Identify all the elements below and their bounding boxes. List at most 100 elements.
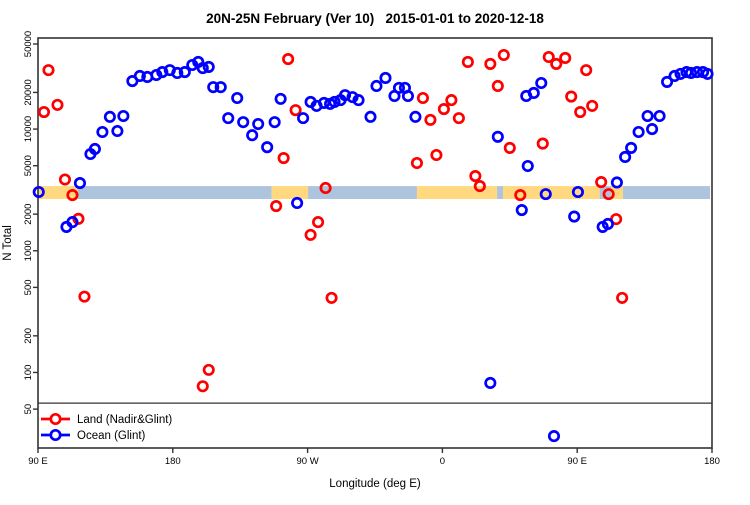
data-point-ocean [133, 69, 146, 83]
data-point-land [270, 200, 283, 213]
y-tick-label: 50 [23, 404, 34, 415]
x-tick-label: 0 [440, 456, 445, 467]
legend-label: Land (Nadir&Glint) [77, 414, 172, 426]
y-tick-label: 500 [23, 279, 34, 295]
data-point-land [289, 104, 302, 117]
data-point-ocean [690, 66, 704, 79]
data-point-ocean [346, 91, 359, 104]
data-point-ocean [568, 210, 581, 223]
data-point-ocean [653, 109, 666, 123]
data-point-land [196, 380, 209, 393]
legend-marker [49, 428, 62, 442]
y-tick-label: 2000 [23, 204, 34, 225]
data-point-land [514, 188, 527, 202]
data-point-ocean [625, 141, 638, 154]
data-point-land [445, 94, 458, 107]
data-point-land [277, 151, 290, 165]
y-tick-label: 1000 [23, 240, 34, 261]
data-point-ocean [521, 159, 534, 173]
data-point-land [282, 53, 295, 66]
data-point-land [536, 137, 549, 150]
y-tick-label: 100 [23, 365, 34, 381]
data-point-land [325, 291, 338, 304]
data-point-ocean [246, 129, 259, 142]
data-point-land [416, 91, 429, 105]
data-point-land [580, 64, 593, 77]
data-point-land [42, 64, 55, 77]
x-tick-label: 180 [704, 456, 720, 467]
data-point-land [574, 105, 587, 119]
data-point-ocean [684, 66, 698, 80]
data-point-ocean [632, 125, 645, 139]
data-point-ocean [117, 109, 130, 123]
data-point-land [58, 173, 72, 186]
y-axis-label: N Total [2, 225, 14, 261]
data-point-ocean [291, 196, 304, 210]
data-point-ocean [484, 376, 497, 390]
data-point-ocean [515, 204, 528, 217]
data-point-ocean [32, 185, 45, 199]
data-point-ocean [701, 67, 714, 80]
data-point-ocean [88, 142, 101, 156]
plot-area: 90 E 180 90 W 0 90 E 180 50 100 200 500 1000 2000 50… [23, 31, 720, 467]
data-point-ocean [379, 71, 392, 85]
band-segment-ocean [497, 186, 504, 200]
data-point-land [595, 175, 608, 189]
data-point-land [565, 90, 578, 103]
data-point-ocean [103, 110, 116, 123]
legend-marker [49, 412, 62, 426]
data-point-ocean [214, 81, 227, 94]
data-point-land [437, 103, 450, 116]
data-point-ocean [196, 62, 209, 75]
data-point-land [319, 181, 332, 195]
data-point-land [452, 112, 465, 125]
data-point-ocean [535, 76, 548, 90]
data-point-ocean [641, 109, 654, 123]
data-point-ocean [352, 94, 365, 107]
data-point-land [312, 216, 325, 229]
data-point-ocean [207, 81, 220, 94]
band-segment-ocean [308, 186, 417, 200]
data-point-land [586, 99, 599, 112]
data-point-land [473, 180, 486, 193]
data-point-land [430, 148, 443, 162]
data-point-ocean [619, 150, 632, 164]
data-point-land [78, 290, 91, 303]
x-tick-label: 90 E [28, 456, 48, 467]
data-point-ocean [338, 89, 352, 102]
data-point-land [469, 170, 482, 183]
data-point-ocean [231, 91, 244, 105]
data-point-ocean [547, 430, 561, 443]
data-point-land [491, 79, 504, 93]
data-point-ocean [261, 141, 274, 154]
data-point-land [410, 156, 423, 170]
data-point-ocean [527, 86, 540, 100]
data-point-land [304, 228, 317, 241]
data-point-ocean [150, 68, 163, 82]
data-point-ocean [668, 69, 681, 83]
x-tick-label: 180 [165, 456, 181, 467]
data-point-land [66, 188, 79, 202]
data-point-land [37, 105, 51, 119]
data-point-ocean [222, 112, 235, 125]
data-point-land [461, 55, 474, 69]
chart-title: 20N-25N February (Ver 10) 2015-01-01 to … [206, 11, 544, 26]
data-point-land [503, 141, 516, 154]
data-point-land [51, 98, 64, 111]
data-point-ocean [661, 75, 674, 88]
y-tick-label: 10000 [23, 116, 34, 142]
data-point-ocean [401, 89, 415, 103]
data-point-ocean [328, 95, 341, 109]
data-point-land [559, 51, 572, 65]
data-point-ocean [268, 116, 281, 129]
data-point-land [497, 48, 510, 62]
data-point-ocean [111, 124, 124, 138]
data-point-ocean [96, 125, 109, 139]
data-point-land [602, 188, 615, 201]
data-point-ocean [66, 216, 79, 229]
x-axis-label: Longitude (deg E) [329, 478, 421, 490]
data-point-ocean [178, 66, 191, 79]
band-segment-ocean [77, 186, 272, 200]
